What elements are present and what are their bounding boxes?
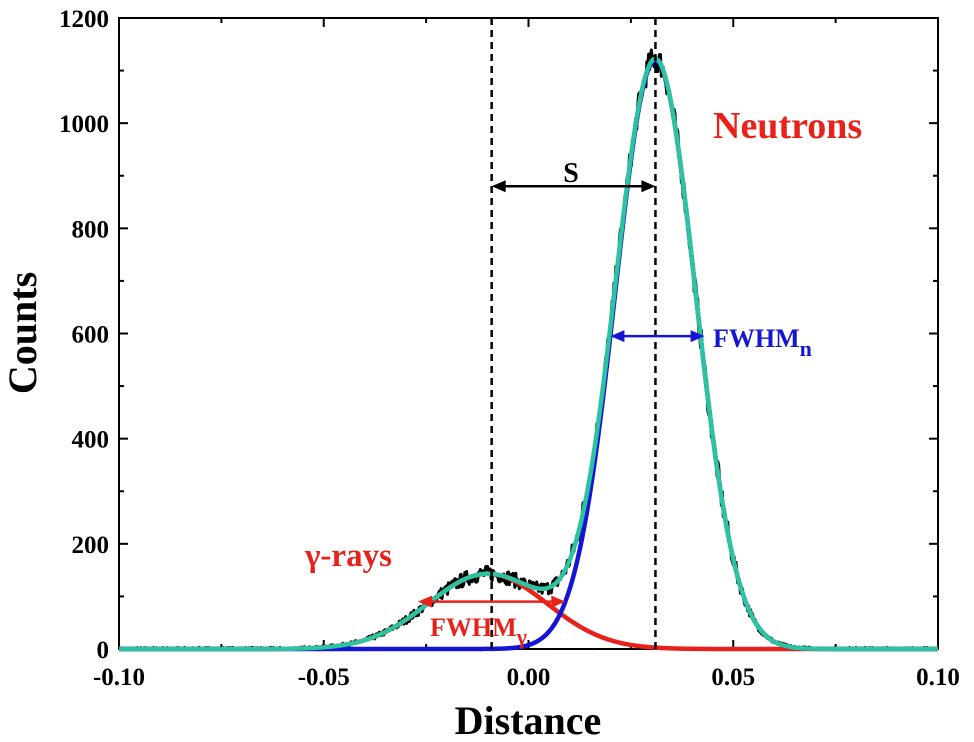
y-tick-label: 0 xyxy=(97,637,110,664)
separation-arrow xyxy=(491,180,656,193)
x-tick-label: -0.05 xyxy=(298,664,350,691)
fwhm-neutron-arrow xyxy=(610,330,705,343)
separation-label: S xyxy=(563,158,579,189)
x-tick-label: 0.00 xyxy=(507,664,551,691)
y-tick-label: 1000 xyxy=(59,111,109,138)
fwhm-gamma-label: FWHMγ xyxy=(430,613,527,649)
y-tick-label: 1200 xyxy=(59,6,109,33)
fwhm-gamma-arrow-head-left xyxy=(417,595,432,608)
fwhm-neutron-subscript: n xyxy=(800,336,812,361)
fwhm-neutron-arrow-head-left xyxy=(610,330,625,343)
fwhm-gamma-subscript: γ xyxy=(516,624,527,649)
x-axis-title: Distance xyxy=(455,698,602,742)
separation-arrow-head-left xyxy=(491,180,506,193)
x-tick-label: 0.10 xyxy=(916,664,960,691)
x-tick-label: 0.05 xyxy=(711,664,755,691)
separation-arrow-head-right xyxy=(641,180,656,193)
x-tick-label: -0.10 xyxy=(93,664,145,691)
fwhm-neutron-arrow-head-right xyxy=(690,330,705,343)
fwhm-gamma-arrow xyxy=(417,595,566,608)
axis-ticks xyxy=(118,17,939,650)
y-axis-title: Counts xyxy=(0,272,45,394)
gamma-rays-annotation: γ-rays xyxy=(304,538,392,574)
fwhm-gamma-arrow-head-right xyxy=(551,595,566,608)
neutrons-annotation: Neutrons xyxy=(713,105,862,147)
y-tick-label: 400 xyxy=(72,427,110,454)
fwhm-neutron-text: FWHM xyxy=(713,324,800,353)
axis-tick-labels: -0.10 -0.05 0.00 0.05 0.10 0 200 400 600 800 1000 1… xyxy=(59,6,960,691)
y-tick-label: 600 xyxy=(72,322,110,349)
series-neutron-fit-line xyxy=(118,57,939,652)
y-tick-label: 200 xyxy=(72,532,110,559)
y-tick-label: 800 xyxy=(72,216,110,243)
series-total-fit-line xyxy=(118,56,939,652)
fwhm-neutron-label: FWHMn xyxy=(713,324,812,361)
fwhm-gamma-text: FWHM xyxy=(430,613,517,642)
